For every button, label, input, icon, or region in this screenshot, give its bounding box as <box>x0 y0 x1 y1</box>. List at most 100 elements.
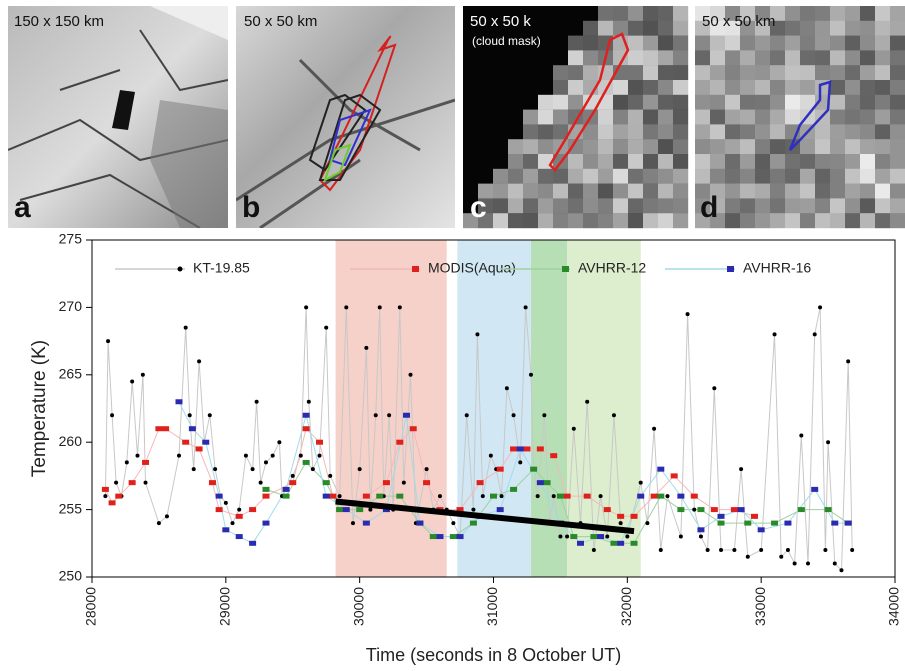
mosaic-cell <box>830 168 846 184</box>
mosaic-cell <box>725 80 741 95</box>
data-point <box>590 534 598 540</box>
x-axis-title: Time (seconds in 8 October UT) <box>366 645 621 665</box>
mosaic-cell <box>643 139 659 155</box>
data-point <box>576 540 584 546</box>
data-point <box>550 453 558 459</box>
data-point <box>356 507 364 513</box>
mosaic-cell <box>875 50 891 66</box>
data-point <box>476 480 484 486</box>
mosaic-cell <box>695 124 711 140</box>
highlight-span <box>567 240 641 577</box>
data-point <box>237 507 242 512</box>
data-point <box>697 527 705 533</box>
mosaic-cell <box>845 109 861 125</box>
mosaic-cell <box>538 168 554 184</box>
mosaic-cell <box>710 65 726 81</box>
mosaic-cell <box>815 168 831 184</box>
mosaic-cell <box>740 168 756 184</box>
legend-label: AVHRR-16 <box>743 260 811 276</box>
data-point <box>792 561 797 566</box>
mosaic-cell <box>628 139 644 155</box>
data-point <box>262 486 270 492</box>
mosaic-cell <box>890 154 905 169</box>
mosaic-cell <box>815 20 831 36</box>
mosaic-cell <box>643 154 659 169</box>
mosaic-cell <box>583 50 599 66</box>
mosaic-cell <box>658 20 674 36</box>
data-point <box>215 493 223 499</box>
mosaic-cell <box>875 35 891 51</box>
mosaic-cell <box>875 198 891 214</box>
mosaic-cell <box>538 183 554 199</box>
mosaic-cell <box>628 20 644 36</box>
data-point <box>277 440 282 445</box>
mosaic-cell <box>725 50 741 66</box>
data-point <box>302 459 310 465</box>
mosaic-cell <box>553 80 569 95</box>
mosaic-cell <box>830 213 846 229</box>
mosaic-cell <box>890 35 905 51</box>
data-point <box>191 467 196 472</box>
mosaic-cell <box>890 139 905 155</box>
mosaic-cell <box>770 198 786 214</box>
mosaic-cell <box>613 109 629 125</box>
mosaic-cell <box>508 139 524 155</box>
mosaic-cell <box>493 198 509 214</box>
panel-d-image <box>695 6 905 229</box>
data-point <box>658 548 663 553</box>
data-point <box>143 480 148 485</box>
data-point <box>844 520 852 526</box>
mosaic-cell <box>695 65 711 81</box>
data-point <box>322 493 330 499</box>
data-point <box>750 513 758 519</box>
mosaic-cell <box>568 80 584 95</box>
mosaic-cell <box>643 198 659 214</box>
mosaic-cell <box>815 35 831 51</box>
mosaic-cell <box>845 80 861 95</box>
mosaic-cell <box>508 198 524 214</box>
mosaic-cell <box>568 154 584 169</box>
mosaic-cell <box>673 168 689 184</box>
mosaic-cell <box>613 198 629 214</box>
mosaic-cell <box>523 139 539 155</box>
data-point <box>698 534 703 539</box>
panel-c-image <box>463 6 689 229</box>
mosaic-cell <box>770 65 786 81</box>
data-point <box>583 493 591 499</box>
data-point <box>530 466 538 472</box>
mosaic-cell <box>785 183 801 199</box>
mosaic-cell <box>755 213 771 229</box>
mosaic-cell <box>643 124 659 140</box>
data-point <box>605 534 610 539</box>
data-point <box>551 494 556 499</box>
data-point <box>397 305 402 310</box>
mosaic-cell <box>755 65 771 81</box>
mosaic-cell <box>845 154 861 169</box>
mosaic-cell <box>800 139 816 155</box>
mosaic-cell <box>628 35 644 51</box>
mosaic-cell <box>613 168 629 184</box>
mosaic-cell <box>673 6 689 21</box>
data-point <box>630 540 638 546</box>
mosaic-cell <box>643 6 659 21</box>
mosaic-cell <box>673 139 689 155</box>
data-point <box>717 520 725 526</box>
data-point <box>409 426 417 432</box>
mosaic-cell <box>860 65 876 81</box>
data-point <box>249 540 257 546</box>
data-point <box>510 446 518 452</box>
panel-caption: 150 x 150 km <box>14 13 104 30</box>
mosaic-cell <box>845 124 861 140</box>
data-point <box>617 540 625 546</box>
data-point <box>456 507 464 513</box>
data-point <box>230 521 235 526</box>
legend-label: AVHRR-12 <box>578 260 646 276</box>
mosaic-cell <box>860 94 876 110</box>
mosaic-cell <box>785 94 801 110</box>
data-point <box>328 473 333 478</box>
data-point <box>637 493 645 499</box>
mosaic-cell <box>508 213 524 229</box>
data-point <box>611 413 616 418</box>
data-point <box>298 453 303 458</box>
